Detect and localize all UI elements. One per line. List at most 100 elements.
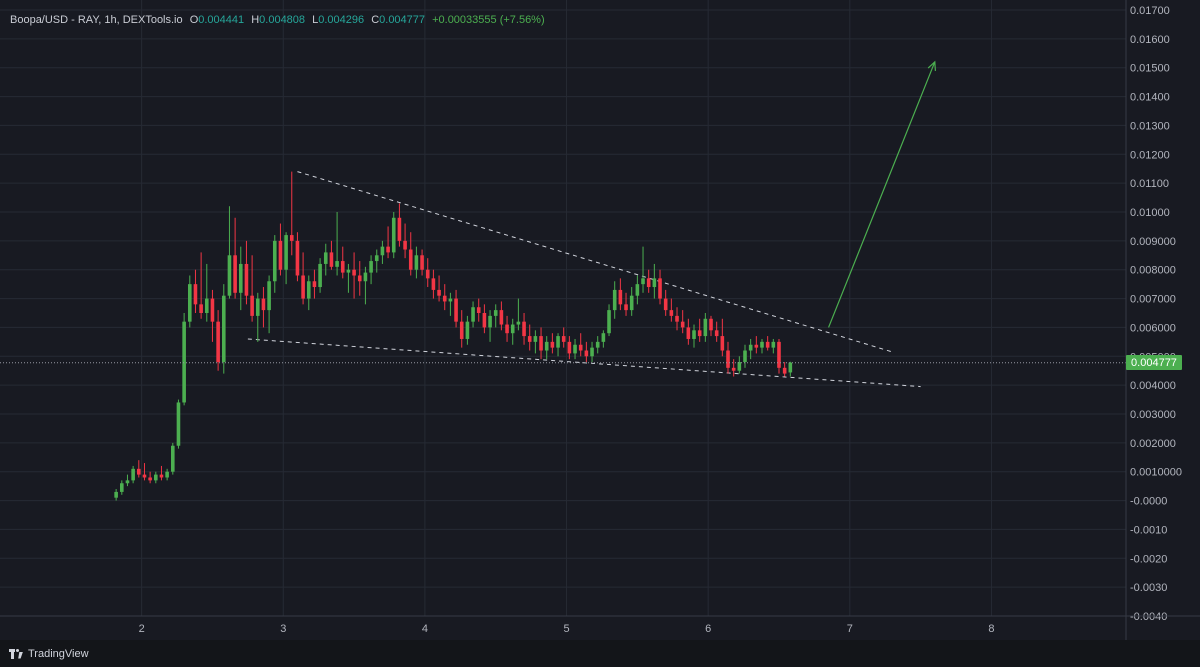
candle-down (618, 278, 623, 311)
price-axis[interactable]: 0.01700 0.01600 0.01500 0.01400 0.01300 0.012… (1125, 0, 1182, 640)
chart-canvas[interactable]: 0.01700 0.01600 0.01500 0.01400 0.01300 0.012… (0, 0, 1200, 640)
open-value: 0.004441 (198, 14, 245, 26)
low-label: L (312, 14, 319, 26)
candle-body (261, 298, 266, 311)
candle-body (590, 347, 594, 357)
candle-body (414, 255, 419, 270)
candle-down (301, 252, 305, 305)
candle-body (125, 480, 130, 484)
candle-body (658, 278, 662, 299)
candle-up (595, 336, 600, 354)
candle-body (153, 474, 158, 481)
upper-trendline (297, 171, 893, 353)
candle-body (765, 341, 770, 348)
candle-down (233, 217, 237, 299)
candle-up (284, 232, 288, 285)
candle-body (233, 255, 237, 293)
candle-body (777, 341, 781, 368)
candle-body (442, 295, 447, 302)
candle-up (743, 344, 747, 368)
candle-body (187, 284, 192, 322)
candle-body (771, 341, 776, 348)
candle-down (720, 318, 725, 357)
candle-down (159, 465, 164, 481)
candle-up (760, 338, 764, 354)
candle-body (403, 240, 407, 250)
last-price-tag: 0.004777 (1126, 355, 1182, 371)
price-tick-label: -0.0010 (1130, 524, 1167, 536)
price-tick-label: 0.01400 (1130, 92, 1170, 104)
candle-body (782, 367, 787, 374)
candle-body (726, 350, 730, 368)
candle-body (556, 336, 560, 348)
candle-up (612, 281, 617, 319)
candle-body (748, 344, 753, 351)
candle-body (318, 263, 322, 288)
candle-body (323, 252, 328, 264)
time-axis[interactable]: 2 3 4 5 6 7 8 (0, 615, 1200, 635)
candle-body (595, 341, 600, 348)
candle-body (465, 321, 470, 339)
candle-up (652, 263, 657, 299)
price-tick-label: 0.01700 (1130, 5, 1170, 17)
price-tick-label: 0.003000 (1130, 409, 1176, 421)
candle-body (431, 278, 436, 290)
candle-down (658, 269, 662, 305)
candle-body (448, 298, 453, 302)
candle-body (720, 336, 725, 351)
candle-body (760, 341, 764, 348)
candle-body (493, 310, 498, 316)
candle-body (148, 477, 152, 481)
candle-body (199, 304, 203, 313)
candle-down (454, 289, 458, 328)
candle-body (216, 321, 220, 363)
candle-down (142, 463, 147, 481)
candle-body (714, 330, 719, 337)
candle-up (153, 471, 158, 484)
candle-down (527, 324, 532, 351)
candle-body (686, 327, 691, 339)
candle-down (193, 269, 198, 313)
candle-down (726, 341, 730, 374)
candle-down (578, 333, 583, 357)
candle-down (408, 232, 413, 276)
candle-body (221, 295, 226, 363)
candle-body (170, 445, 175, 472)
candle-body (204, 298, 209, 313)
price-tick-label: 0.01000 (1130, 207, 1170, 219)
candle-body (567, 341, 572, 354)
candle-down (522, 313, 526, 345)
candle-down (731, 359, 736, 377)
candle-body (120, 483, 124, 492)
tradingview-logo[interactable]: TradingView (9, 648, 89, 660)
candle-body (386, 246, 390, 253)
candle-up (788, 361, 793, 377)
candle-down (442, 284, 447, 311)
candle-up (125, 474, 130, 487)
candle-down (561, 327, 566, 348)
candle-down (584, 341, 589, 363)
candle-up (380, 240, 385, 264)
price-tick-label: -0.0020 (1130, 553, 1167, 565)
candle-up (533, 330, 538, 354)
candle-body (380, 246, 385, 256)
candle-up (346, 263, 351, 293)
candle-up (272, 235, 277, 293)
candle-up (318, 258, 322, 293)
candle-body (573, 344, 577, 354)
candle-body (182, 321, 186, 403)
candle-up (114, 489, 118, 501)
price-tick-label: 0.01100 (1130, 178, 1169, 190)
candle-body (363, 272, 368, 282)
candle-up (176, 399, 181, 449)
candle-up (165, 468, 169, 481)
candle-body (703, 318, 708, 337)
candle-body (629, 295, 634, 311)
candle-body (692, 330, 696, 339)
candle-up (120, 480, 124, 495)
candle-up (306, 275, 311, 311)
candle-up (641, 246, 645, 293)
candle-up (771, 338, 776, 354)
time-tick-label: 2 (139, 623, 145, 635)
candle-up (131, 465, 135, 484)
